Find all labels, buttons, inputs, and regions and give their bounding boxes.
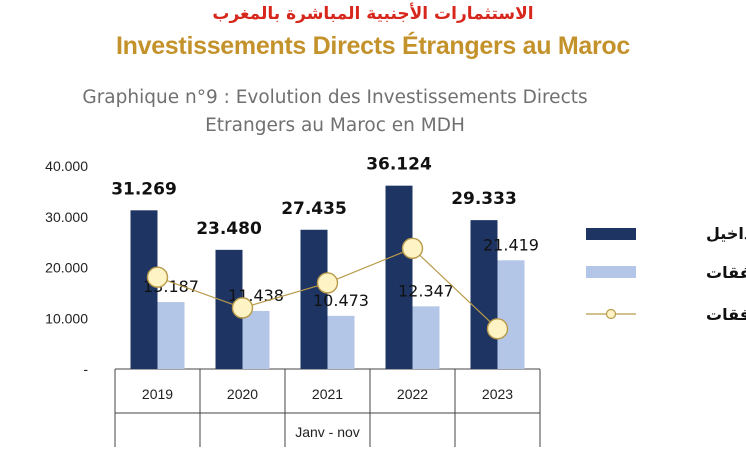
legend-label-light: النفقات [706,263,746,282]
bar-2019-dark [130,210,158,369]
line-point [316,272,339,294]
x-tick-label: 2022 [397,386,428,402]
y-tick-label: 40.000 [45,158,88,174]
data-label-light: 21.419 [483,235,539,254]
y-tick-label: - [83,361,88,377]
x-tick-label: 2021 [312,386,343,402]
x-tick-label: 2019 [142,386,173,402]
data-label-dark: 27.435 [281,199,347,219]
chart-subtitle-line-1: Graphique n°9 : Evolution des Investisse… [82,87,588,108]
bar-2022-dark [385,185,413,369]
data-label-light: 12.347 [398,281,454,300]
chart-subtitle-line-2: Etrangers au Maroc en MDH [205,115,465,136]
legend-swatch-light [586,266,636,278]
line-point [231,297,254,319]
data-label-dark: 36.124 [366,155,432,175]
legend-swatch-marker [605,308,617,320]
bar-2021-light [327,315,355,369]
x-tick-label: 2023 [482,386,513,402]
line-point [146,266,169,288]
legend-swatch-dark [586,228,636,240]
data-label-light: 10.473 [313,291,369,310]
y-tick-label: 30.000 [45,209,88,225]
data-label-dark: 23.480 [196,219,262,239]
y-tick-label: 20.000 [45,260,88,276]
bar-2022-light [412,306,440,369]
bar-2020-light [242,310,270,369]
chart-subtitle: Graphique n°9 : Evolution des Investisse… [30,84,640,140]
line-point [486,318,509,340]
data-label-dark: 29.333 [451,189,517,209]
x-period-label: Janv - nov [295,424,360,440]
bar-2023-dark [470,220,498,369]
bar-2021-dark [300,229,328,369]
data-label-dark: 31.269 [111,179,177,199]
chart-title-french: Investissements Directs Étrangers au Mar… [115,32,630,60]
legend-label-dark: المداخيل [706,224,746,243]
bar-2019-light [157,302,185,369]
legend-label-line: التدفقات [706,305,746,324]
chart-title-arabic: الاستثمارات الأجنبية المباشرة بالمغرب [212,4,534,24]
y-tick-label: 10.000 [45,310,88,326]
x-tick-label: 2020 [227,386,258,402]
bar-2023-light [497,260,525,369]
line-point [401,237,424,260]
